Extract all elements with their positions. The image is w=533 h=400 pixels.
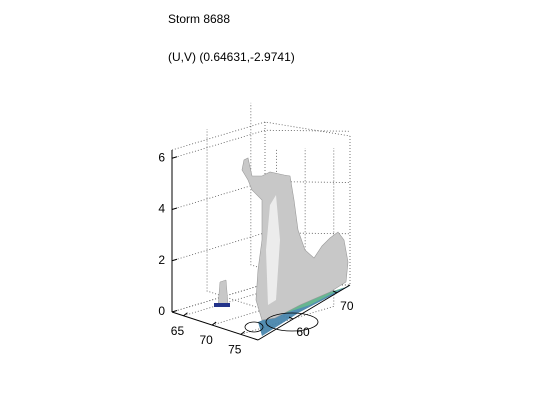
z-tick-label: 2 (158, 253, 165, 267)
base-surface (258, 286, 350, 336)
z-tick (171, 156, 178, 159)
grid-line (171, 181, 351, 210)
z-tick (171, 258, 178, 262)
y-tick (332, 290, 338, 294)
grid-line (171, 129, 351, 159)
x-tick (211, 321, 217, 326)
chart-title: Storm 8688 (168, 12, 230, 26)
y-tick (288, 316, 294, 320)
contour (265, 312, 319, 332)
contour (244, 321, 264, 333)
x-tick-label: 70 (199, 333, 213, 347)
cloud-highlight (266, 195, 280, 305)
x-tick-label: 75 (228, 343, 242, 357)
z-tick (171, 310, 178, 313)
small-cell-base (214, 303, 230, 307)
z-tick-label: 4 (158, 202, 165, 216)
z-tick-label: 0 (158, 304, 165, 318)
chart-subtitle: (U,V) (0.64631,-2.9741) (168, 50, 295, 64)
y-tick-label: 70 (340, 299, 354, 313)
isosurface (214, 157, 350, 336)
y-axis (257, 284, 351, 341)
axes: 0 2 4 6 65 70 75 60 70 (158, 150, 354, 357)
z-tick-label: 6 (158, 150, 165, 164)
x-tick-label: 65 (171, 324, 185, 338)
y-tick-label: 60 (296, 325, 310, 339)
x-tick (240, 330, 246, 335)
x-axis (171, 311, 259, 341)
grid-line (171, 232, 351, 262)
z-tick (171, 207, 178, 210)
x-tick (183, 312, 188, 317)
